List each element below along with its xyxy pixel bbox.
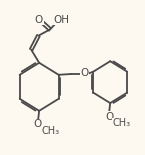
Text: CH₃: CH₃ [42, 126, 60, 136]
Text: O: O [35, 15, 43, 25]
Text: O: O [105, 112, 113, 122]
Text: O: O [80, 68, 89, 78]
Text: OH: OH [53, 15, 69, 25]
Text: CH₃: CH₃ [113, 118, 131, 128]
Text: O: O [34, 119, 42, 129]
